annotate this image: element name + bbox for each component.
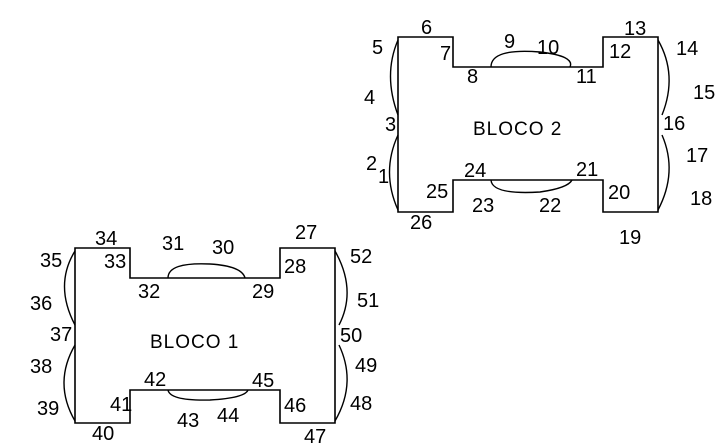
point-label-49: 49 [355,355,377,377]
point-label-20: 20 [608,182,630,204]
point-label-42: 42 [144,369,166,391]
point-label-28: 28 [284,256,306,278]
point-label-47: 47 [304,426,326,448]
point-label-14: 14 [676,38,698,60]
point-label-30: 30 [212,237,234,259]
point-label-8: 8 [467,66,478,88]
block-2-right-upper-arc [657,39,670,116]
point-label-27: 27 [295,222,317,244]
point-label-23: 23 [472,195,494,217]
point-label-12: 12 [609,41,631,63]
block-1-outline [74,247,336,424]
block-1: BLOCO 1 27 28 29 30 31 32 33 34 35 36 37… [30,222,379,448]
point-label-40: 40 [92,423,114,445]
point-label-9: 9 [504,31,515,53]
point-label-7: 7 [440,43,451,65]
point-label-36: 36 [30,293,52,315]
point-label-46: 46 [284,395,306,417]
point-label-2: 2 [366,153,377,175]
point-label-51: 51 [357,290,379,312]
point-label-21: 21 [576,159,598,181]
point-label-38: 38 [30,356,52,378]
point-label-45: 45 [252,370,274,392]
point-label-16: 16 [663,113,685,135]
point-label-52: 52 [350,246,372,268]
block-2-left-upper-arc [389,39,399,116]
point-label-43: 43 [177,410,199,432]
block-1-right-lower-arc [334,344,348,422]
point-label-50: 50 [340,325,362,347]
point-label-29: 29 [252,281,274,303]
block-2-right-lower-arc [657,134,670,211]
block-1-left-lower-arc [63,344,76,422]
point-label-31: 31 [162,233,184,255]
block-2: BLOCO 2 1 2 3 4 5 6 7 8 9 10 11 12 13 14… [364,17,715,249]
point-label-35: 35 [40,250,62,272]
point-label-1: 1 [378,166,389,188]
point-label-13: 13 [624,18,646,40]
point-label-24: 24 [464,160,486,182]
point-label-6: 6 [421,17,432,39]
point-label-15: 15 [693,82,715,104]
point-label-33: 33 [104,251,126,273]
point-label-5: 5 [372,37,383,59]
block-1-left-upper-arc [63,250,76,326]
block-1-right-upper-arc [334,250,348,326]
block-2-title: BLOCO 2 [473,119,562,140]
block-2-left-lower-arc [388,134,399,211]
block-1-bottom-niche [167,389,249,401]
point-label-17: 17 [686,145,708,167]
point-label-26: 26 [410,212,432,234]
point-label-34: 34 [95,228,117,250]
point-label-11: 11 [576,66,597,88]
block-2-outline [397,36,659,213]
point-label-25: 25 [426,181,448,203]
point-label-37: 37 [50,324,72,346]
point-label-48: 48 [350,393,372,415]
point-label-10: 10 [537,37,559,59]
point-label-4: 4 [364,87,375,109]
block-2-bottom-niche [490,179,573,194]
point-label-44: 44 [217,405,239,427]
point-label-3: 3 [385,114,396,136]
point-label-41: 41 [110,394,132,416]
block-1-title: BLOCO 1 [150,332,239,353]
point-label-19: 19 [619,227,641,249]
point-label-18: 18 [690,188,712,210]
block-2-top-niche [490,50,572,68]
point-label-32: 32 [138,281,160,303]
point-label-39: 39 [37,398,59,420]
block-1-top-niche [167,263,246,279]
point-label-22: 22 [539,195,561,217]
